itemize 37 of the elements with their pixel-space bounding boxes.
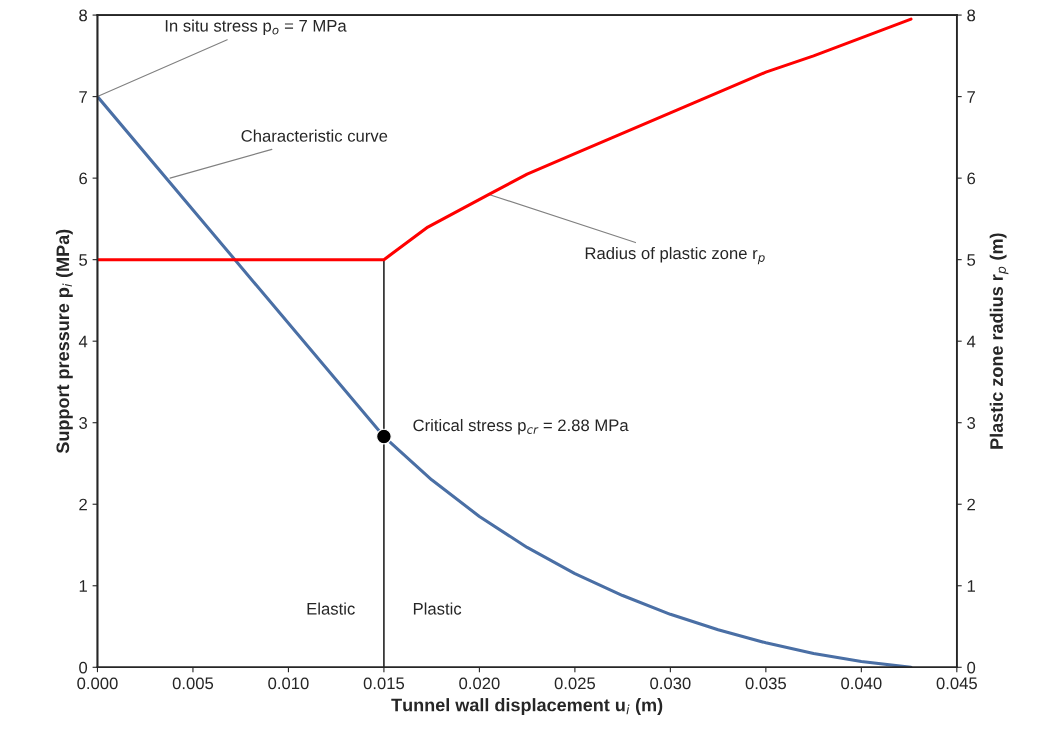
y-tick-label: 7 — [79, 91, 87, 103]
x-tick-label: 0.030 — [650, 677, 691, 690]
y-tick-label: 4 — [78, 335, 88, 348]
annotation: In situ stress p$_{o}$ = 7 MPa — [165, 19, 347, 36]
y2-tick-label: 1 — [967, 580, 975, 592]
x-tick-label: 0.005 — [172, 677, 214, 690]
y2-tick-label: 4 — [966, 335, 976, 348]
y-axis-title: Support pressure p$_{i}$ (MPa) — [55, 229, 73, 454]
y-tick-label: 0 — [79, 661, 88, 674]
x-axis-title: Tunnel wall displacement u$_{i}$ (m) — [391, 698, 663, 715]
x-tick-label: 0.035 — [745, 677, 787, 690]
y-tick-label: 3 — [79, 417, 88, 429]
x-tick-label: 0.040 — [841, 677, 882, 690]
y2-tick-label: 5 — [967, 254, 976, 266]
annotation: Plastic — [413, 602, 462, 615]
y-tick-label: 2 — [79, 498, 87, 511]
y2-tick-label: 3 — [967, 417, 976, 429]
y2-tick-label: 0 — [967, 661, 976, 674]
x-tick-label: 0.010 — [268, 677, 309, 690]
y-tick-label: 5 — [79, 254, 88, 266]
y-tick-label: 8 — [79, 9, 88, 22]
y-tick-label: 1 — [79, 580, 87, 592]
y2-tick-label: 8 — [967, 9, 976, 22]
annotation: Critical stress p$_{cr}$ = 2.88 MPa — [413, 418, 629, 435]
x-tick-label: 0.045 — [936, 677, 977, 690]
y2-axis-title: Plastic zone radius r$_{p}$ (m) — [989, 233, 1009, 449]
annotation: Elastic — [307, 602, 355, 615]
x-tick-label: 0.015 — [363, 677, 405, 690]
x-tick-label: 0.025 — [554, 677, 596, 690]
x-tick-label: 0.000 — [77, 677, 118, 690]
y2-tick-label: 6 — [967, 172, 976, 185]
y2-tick-label: 7 — [967, 91, 975, 103]
x-tick-label: 0.020 — [459, 677, 500, 690]
annotation: Characteristic curve — [241, 129, 388, 142]
annotation: Radius of plastic zone r$_{p}$ — [585, 246, 765, 265]
y2-tick-label: 2 — [967, 498, 975, 511]
y-tick-label: 6 — [79, 172, 88, 185]
